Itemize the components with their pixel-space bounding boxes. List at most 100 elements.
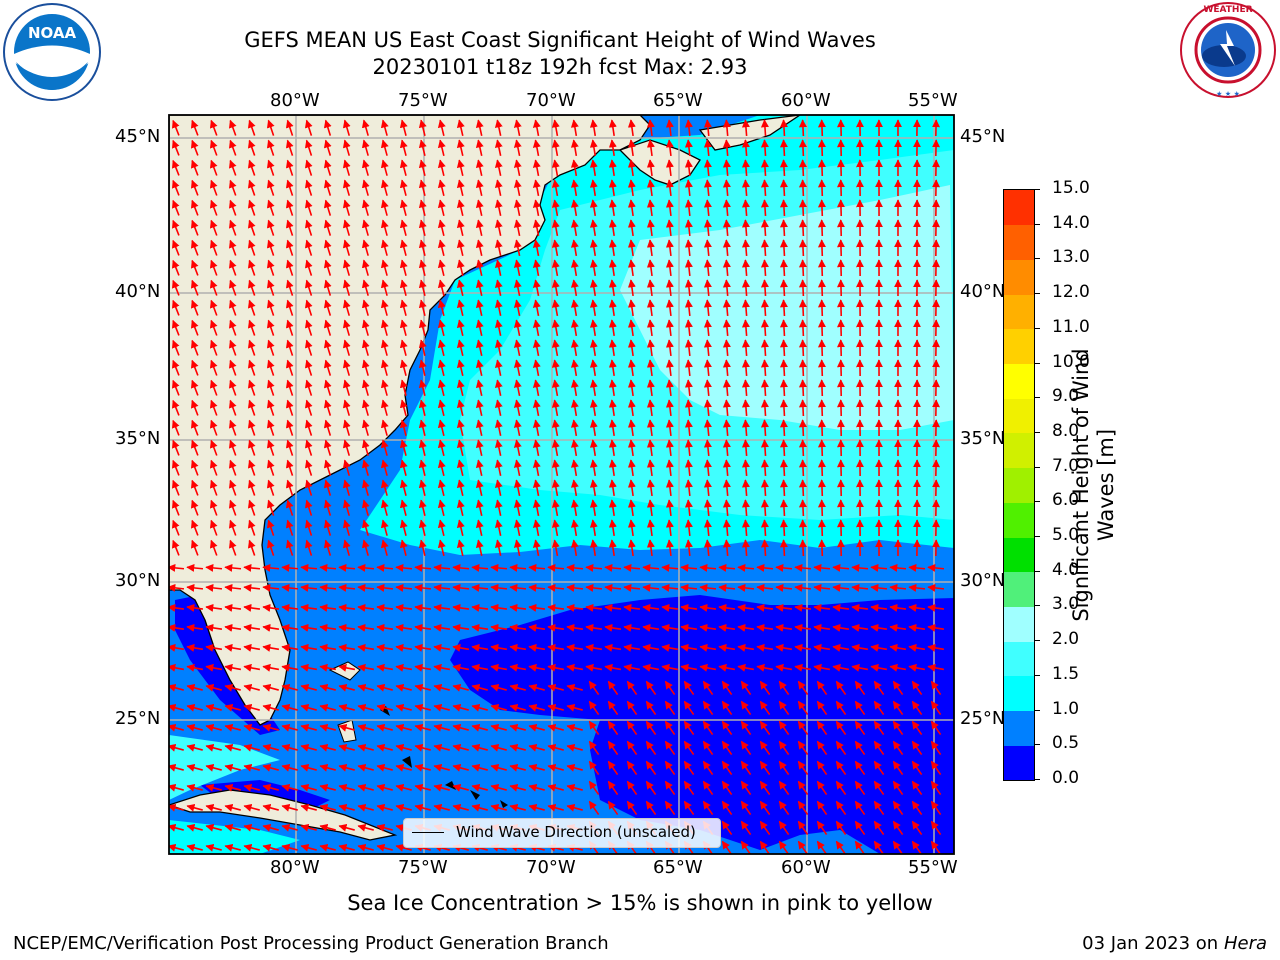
wind-wave-arrow bbox=[243, 603, 261, 612]
colorbar-segment bbox=[1004, 398, 1034, 434]
wind-wave-arrow bbox=[247, 199, 256, 216]
wind-wave-arrow bbox=[684, 339, 693, 357]
wind-wave-arrow bbox=[475, 539, 484, 556]
legend-label: Wind Wave Direction (unscaled) bbox=[456, 823, 696, 841]
wind-wave-arrow bbox=[266, 239, 275, 256]
wind-wave-arrow bbox=[475, 199, 484, 216]
wind-wave-arrow bbox=[760, 459, 769, 477]
wind-wave-arrow bbox=[456, 179, 465, 196]
wind-wave-arrow bbox=[680, 623, 698, 632]
wind-wave-arrow bbox=[589, 399, 598, 417]
colorbar-tick-mark bbox=[1034, 779, 1040, 780]
wind-wave-arrow bbox=[703, 319, 712, 337]
wind-wave-arrow bbox=[532, 419, 541, 437]
wind-wave-arrow bbox=[437, 459, 446, 476]
wind-wave-arrow bbox=[532, 399, 541, 417]
wind-wave-arrow bbox=[190, 519, 199, 536]
wind-wave-arrow bbox=[380, 539, 389, 556]
wind-wave-arrow bbox=[817, 319, 826, 337]
wind-wave-arrow bbox=[722, 519, 731, 537]
wind-wave-arrow bbox=[551, 119, 560, 137]
wind-wave-arrow bbox=[437, 299, 446, 316]
wind-wave-arrow bbox=[399, 459, 408, 476]
wind-wave-arrow bbox=[169, 643, 185, 652]
wind-wave-arrow bbox=[665, 159, 674, 177]
wind-wave-arrow bbox=[532, 379, 541, 397]
wind-wave-arrow bbox=[190, 479, 199, 496]
wind-wave-arrow bbox=[779, 239, 788, 257]
wind-wave-arrow bbox=[266, 139, 275, 156]
wind-wave-arrow bbox=[323, 239, 332, 256]
wind-wave-arrow bbox=[228, 399, 237, 416]
wind-wave-arrow bbox=[376, 583, 394, 592]
wind-wave-arrow bbox=[475, 459, 484, 476]
wind-wave-arrow bbox=[779, 199, 788, 217]
wind-wave-arrow bbox=[779, 339, 788, 357]
wind-wave-arrow bbox=[779, 479, 788, 497]
wind-wave-arrow bbox=[760, 179, 769, 197]
wind-wave-arrow bbox=[418, 479, 427, 496]
wind-wave-arrow bbox=[608, 259, 617, 277]
wind-wave-arrow bbox=[722, 239, 731, 257]
wind-wave-arrow bbox=[532, 159, 541, 177]
wind-wave-arrow bbox=[756, 623, 774, 632]
wind-wave-arrow bbox=[418, 519, 427, 536]
wind-wave-arrow bbox=[684, 139, 693, 157]
wind-wave-arrow bbox=[608, 219, 617, 237]
wind-wave-arrow bbox=[665, 319, 674, 337]
wind-wave-arrow bbox=[399, 199, 408, 216]
chart-subtitle: 20230101 t18z 192h fcst Max: 2.93 bbox=[372, 55, 748, 79]
wind-wave-arrow bbox=[646, 219, 655, 237]
wind-wave-arrow bbox=[627, 399, 636, 417]
wind-wave-arrow bbox=[304, 439, 313, 456]
wind-wave-arrow bbox=[604, 603, 622, 612]
wind-wave-arrow bbox=[817, 539, 826, 557]
wind-wave-arrow bbox=[684, 439, 693, 457]
wind-wave-arrow bbox=[418, 279, 427, 296]
wind-wave-arrow bbox=[608, 179, 617, 197]
wind-wave-arrow bbox=[285, 539, 294, 556]
wind-wave-arrow bbox=[304, 219, 313, 236]
wind-wave-arrow bbox=[285, 359, 294, 376]
wind-wave-arrow bbox=[589, 339, 598, 357]
wind-wave-arrow bbox=[304, 119, 313, 136]
wind-wave-arrow bbox=[684, 239, 693, 257]
wind-wave-arrow bbox=[585, 583, 603, 592]
wind-wave-arrow bbox=[699, 603, 717, 612]
wind-wave-arrow bbox=[285, 419, 294, 436]
wind-wave-arrow bbox=[551, 479, 560, 497]
wind-wave-arrow bbox=[281, 603, 299, 612]
wind-wave-arrow bbox=[589, 499, 598, 517]
wind-wave-arrow bbox=[760, 499, 769, 517]
wind-wave-arrow bbox=[589, 179, 598, 197]
wind-wave-arrow bbox=[171, 359, 180, 376]
colorbar-segment bbox=[1004, 606, 1034, 642]
wind-wave-arrow bbox=[760, 319, 769, 337]
wind-wave-arrow bbox=[665, 139, 674, 157]
wind-wave-arrow bbox=[779, 139, 788, 157]
wind-wave-arrow bbox=[794, 623, 812, 632]
wind-wave-arrow bbox=[380, 379, 389, 396]
wind-wave-arrow bbox=[342, 299, 351, 316]
wind-wave-arrow bbox=[570, 539, 579, 557]
wind-wave-arrow bbox=[342, 179, 351, 196]
wind-wave-arrow bbox=[342, 139, 351, 156]
wind-wave-arrow bbox=[266, 379, 275, 396]
wind-wave-arrow bbox=[608, 399, 617, 417]
wind-wave-arrow bbox=[490, 623, 508, 632]
wind-wave-arrow bbox=[209, 159, 218, 176]
wind-wave-arrow bbox=[361, 439, 370, 456]
wind-wave-arrow bbox=[171, 139, 180, 156]
wind-wave-arrow bbox=[285, 299, 294, 316]
wind-wave-arrow bbox=[456, 379, 465, 396]
wind-wave-arrow bbox=[646, 119, 655, 137]
wind-wave-arrow bbox=[475, 319, 484, 336]
wind-wave-arrow bbox=[228, 339, 237, 356]
wind-wave-arrow bbox=[722, 299, 731, 317]
wind-wave-arrow bbox=[209, 539, 218, 556]
wind-wave-arrow bbox=[646, 319, 655, 337]
colorbar-segment bbox=[1004, 502, 1034, 538]
wind-wave-arrow bbox=[665, 379, 674, 397]
wind-wave-arrow bbox=[570, 479, 579, 497]
wind-wave-arrow bbox=[285, 499, 294, 516]
